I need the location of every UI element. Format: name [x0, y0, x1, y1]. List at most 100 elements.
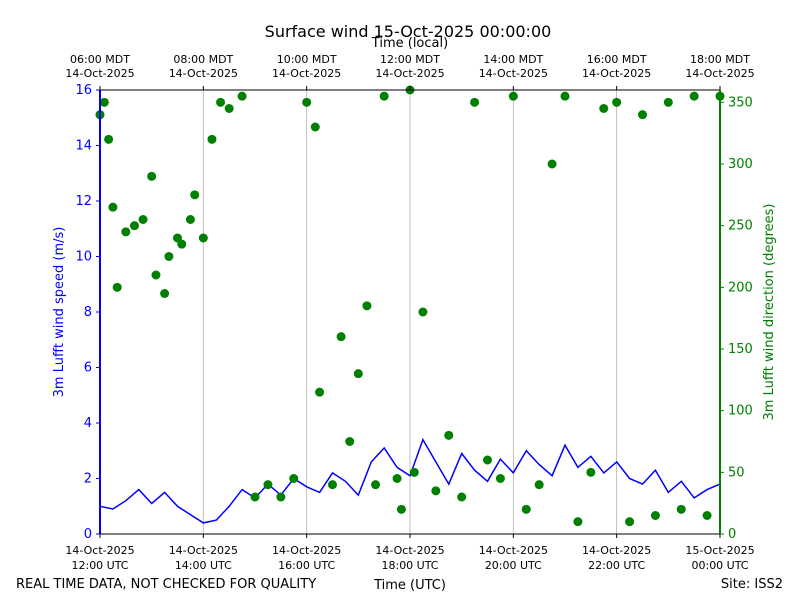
wind-direction-point — [237, 91, 247, 101]
y-tick-label-left: 0 — [84, 527, 92, 542]
wind-direction-point — [379, 91, 389, 101]
wind-direction-point — [289, 474, 299, 483]
x-tick-label-top-date: 14-Oct-2025 — [479, 67, 548, 80]
wind-direction-point — [362, 301, 372, 311]
footer-disclaimer: REAL TIME DATA, NOT CHECKED FOR QUALITY — [16, 577, 316, 592]
wind-direction-point — [99, 97, 109, 107]
y-axis-label-right: 3m Lufft wind direction (degrees) — [762, 204, 777, 421]
wind-speed-line — [99, 437, 721, 524]
y-tick-label-left: 8 — [84, 305, 92, 320]
x-tick-label-top-time: 14:00 MDT — [483, 53, 543, 66]
x-tick-label-top-time: 18:00 MDT — [690, 53, 750, 66]
x-tick-label-bottom-date: 14-Oct-2025 — [272, 544, 341, 557]
wind-direction-point — [625, 517, 635, 527]
x-tick-label-bottom-date: 15-Oct-2025 — [685, 544, 754, 557]
y-tick-label-right: 50 — [728, 465, 745, 480]
y-tick-label-right: 0 — [728, 527, 736, 542]
wind-direction-point — [409, 467, 419, 477]
wind-direction-point — [573, 517, 583, 527]
wind-direction-point — [147, 171, 157, 181]
wind-direction-point — [104, 134, 114, 144]
y-tick-label-right: 350 — [728, 95, 753, 110]
wind-direction-point — [160, 289, 170, 298]
x-tick-label-top-date: 14-Oct-2025 — [375, 67, 444, 80]
x-tick-label-top-time: 12:00 MDT — [380, 53, 440, 66]
x-tick-label-bottom-date: 14-Oct-2025 — [65, 544, 134, 557]
wind-direction-point — [676, 504, 686, 514]
x-tick-label-top-time: 10:00 MDT — [277, 53, 337, 66]
x-tick-label-bottom-date: 14-Oct-2025 — [169, 544, 238, 557]
x-tick-label-bottom-date: 14-Oct-2025 — [375, 544, 444, 557]
wind-direction-point — [310, 122, 320, 132]
wind-direction-point — [508, 91, 518, 101]
y-tick-label-left: 6 — [84, 361, 92, 376]
wind-direction-point — [108, 202, 118, 212]
wind-direction-point — [418, 307, 428, 317]
x-tick-label-bottom-time: 18:00 UTC — [381, 559, 438, 572]
y-tick-label-right: 250 — [728, 219, 753, 234]
wind-direction-point — [612, 97, 622, 107]
wind-direction-point — [138, 215, 148, 224]
wind-direction-point — [431, 486, 441, 496]
wind-direction-point — [483, 455, 492, 465]
x-tick-label-top-date: 14-Oct-2025 — [169, 67, 238, 80]
wind-direction-point — [547, 159, 557, 169]
wind-direction-point — [396, 504, 406, 514]
y-tick-label-right: 100 — [728, 404, 753, 419]
x-tick-label-top-time: 06:00 MDT — [70, 53, 130, 66]
wind-direction-point — [276, 492, 286, 502]
y-axis-label-left: 3m Lufft wind speed (m/s) — [52, 227, 67, 398]
y-tick-label-left: 4 — [84, 416, 92, 431]
x-tick-label-bottom-time: 16:00 UTC — [278, 559, 335, 572]
wind-direction-point — [263, 480, 273, 490]
wind-direction-point — [151, 270, 161, 280]
wind-direction-point — [689, 91, 699, 101]
x-axis-label-top: Time (local) — [371, 36, 448, 51]
wind-direction-point — [250, 492, 260, 502]
grid-layer — [202, 90, 618, 534]
wind-direction-point — [392, 474, 402, 483]
x-tick-label-bottom-time: 20:00 UTC — [485, 559, 542, 572]
wind-direction-point — [586, 467, 596, 477]
axes-layer: 14-Oct-2025 12:00 UTC 14-Oct-2025 14:00 UTC… — [65, 53, 754, 572]
wind-direction-point — [457, 492, 467, 502]
wind-direction-point — [470, 97, 480, 107]
wind-direction-point — [121, 227, 131, 237]
y-tick-label-left: 10 — [75, 250, 92, 265]
wind-direction-point — [328, 480, 337, 490]
y-tick-label-left: 16 — [75, 83, 92, 98]
x-tick-label-top-date: 14-Oct-2025 — [272, 67, 341, 80]
wind-direction-point — [353, 369, 363, 379]
wind-direction-point — [345, 437, 355, 446]
y-tick-label-right: 300 — [728, 157, 753, 172]
x-tick-label-bottom-time: 12:00 UTC — [71, 559, 128, 572]
x-tick-label-bottom-time: 00:00 UTC — [691, 559, 748, 572]
wind-direction-point — [521, 504, 531, 514]
wind-direction-point — [444, 430, 454, 440]
y-tick-label-left: 2 — [84, 472, 92, 487]
x-tick-label-top-time: 16:00 MDT — [587, 53, 647, 66]
wind-direction-point — [112, 282, 122, 292]
wind-direction-point — [371, 480, 381, 490]
x-tick-label-top-date: 14-Oct-2025 — [582, 67, 651, 80]
wind-direction-point — [129, 221, 139, 231]
x-tick-label-bottom-date: 14-Oct-2025 — [479, 544, 548, 557]
wind-direction-point — [224, 104, 234, 113]
wind-direction-point — [702, 511, 712, 520]
y-tick-label-left: 14 — [75, 139, 92, 154]
wind-direction-point — [216, 97, 226, 107]
wind-direction-point — [185, 215, 195, 224]
wind-direction-point — [638, 110, 647, 120]
wind-direction-point — [315, 387, 325, 397]
x-tick-label-top-date: 14-Oct-2025 — [685, 67, 754, 80]
footer-site: Site: ISS2 — [721, 577, 783, 592]
wind-direction-point — [336, 332, 346, 342]
chart-title: Surface wind 15-Oct-2025 00:00:00 — [265, 22, 552, 41]
wind-direction-point — [207, 134, 217, 144]
y-tick-label-right: 200 — [728, 280, 753, 295]
wind-direction-point — [190, 190, 200, 200]
x-tick-label-top-time: 08:00 MDT — [173, 53, 233, 66]
x-tick-label-bottom-date: 14-Oct-2025 — [582, 544, 651, 557]
wind-direction-point — [663, 97, 673, 107]
